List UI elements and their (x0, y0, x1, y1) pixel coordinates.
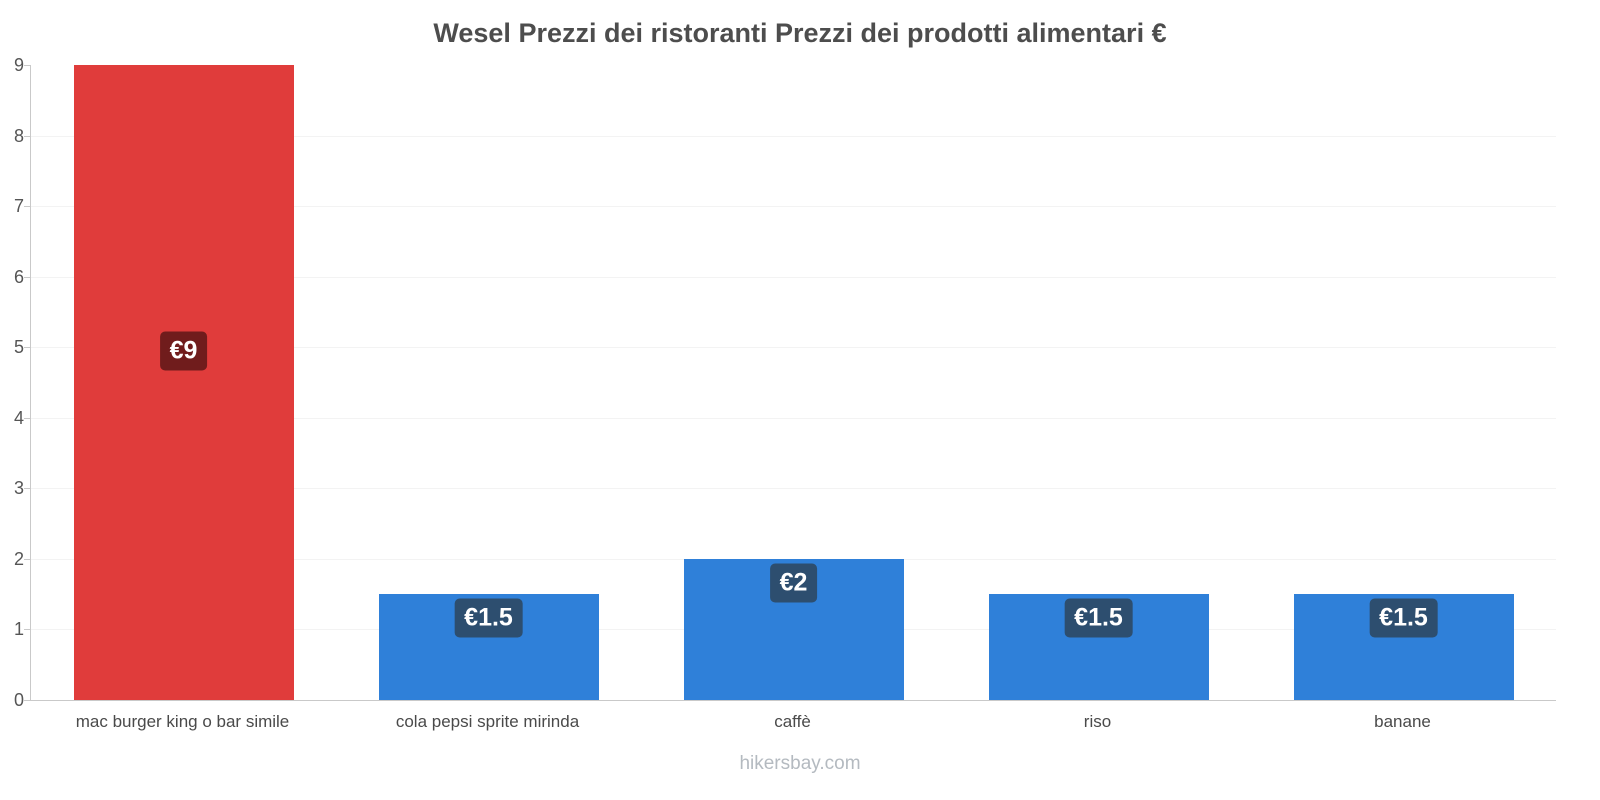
y-tick-mark (24, 700, 30, 701)
y-tick-label: 0 (13, 690, 24, 710)
y-tick-mark (24, 65, 30, 66)
footer-watermark: hikersbay.com (739, 753, 861, 774)
y-tick-mark (24, 629, 30, 631)
x-tick-label: mac burger king o bar simile (75, 712, 290, 731)
y-tick-mark (24, 347, 30, 349)
y-tick-mark (24, 276, 30, 278)
x-tick-label: riso (1083, 712, 1112, 731)
y-tick-label: 4 (13, 407, 24, 428)
y-tick-label: 3 (13, 478, 24, 499)
y-tick-label: 1 (13, 619, 24, 640)
y-tick-label: 6 (13, 266, 24, 287)
gridline (31, 276, 1556, 278)
x-tick-label: cola pepsi sprite mirinda (395, 712, 580, 731)
bar-value-badge: €1.5 (454, 598, 523, 638)
y-tick-mark (24, 488, 30, 490)
y-tick-label: 2 (13, 548, 24, 569)
y-tick-label: 8 (13, 125, 24, 146)
chart-title: Wesel Prezzi dei ristoranti Prezzi dei p… (433, 18, 1167, 48)
bar-value-badge: €1.5 (1064, 598, 1133, 638)
y-tick-label: 5 (13, 337, 24, 358)
bar-1 (73, 65, 294, 700)
y-tick-mark (24, 206, 30, 208)
bar-value-badge: €1.5 (1369, 598, 1438, 638)
y-tick-label: 7 (13, 196, 24, 217)
plot-area: €9 €1.5 €2 €1.5 €1.5 (30, 65, 1556, 701)
bar-value-badge: €9 (159, 331, 208, 371)
y-tick-mark (24, 558, 30, 560)
y-tick-label: 9 (13, 55, 24, 75)
gridline (31, 135, 1556, 137)
gridline (31, 417, 1556, 419)
bar-value-badge: €2 (769, 563, 818, 603)
y-tick-mark (24, 135, 30, 137)
x-tick-label: caffè (774, 712, 811, 731)
gridline (31, 347, 1556, 349)
gridline (31, 206, 1556, 208)
x-tick-label: banane (1374, 712, 1431, 731)
gridline (31, 488, 1556, 490)
y-tick-mark (24, 417, 30, 419)
